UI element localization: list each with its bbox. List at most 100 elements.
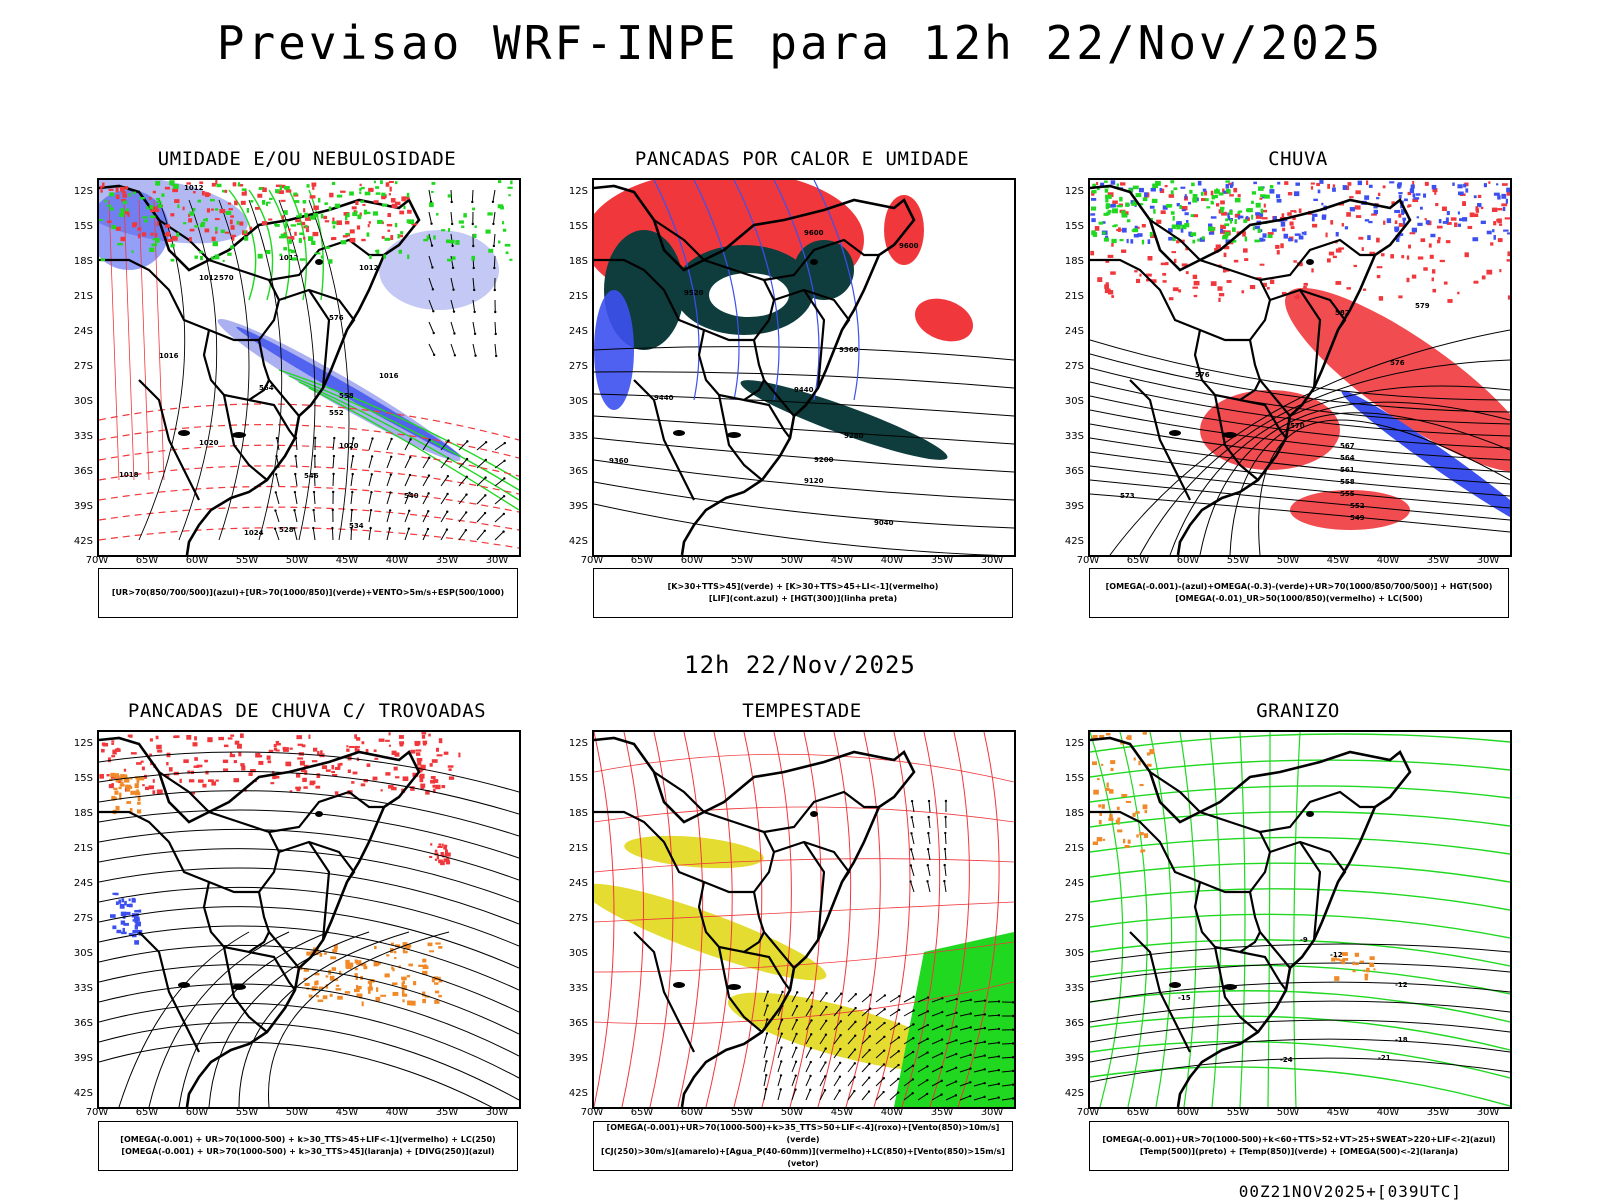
speckle — [1507, 251, 1510, 256]
speckle — [448, 194, 451, 197]
speckle — [149, 197, 152, 200]
speckle — [223, 260, 225, 262]
speckle — [322, 765, 327, 769]
speckle — [505, 244, 511, 247]
speckle — [107, 774, 110, 776]
wind-arrow — [351, 491, 353, 504]
speckle — [1178, 289, 1181, 292]
speckle — [132, 222, 137, 226]
speckle — [230, 245, 234, 249]
speckle — [137, 779, 140, 783]
speckle — [152, 790, 155, 794]
speckle — [394, 951, 396, 954]
speckle — [1484, 183, 1487, 187]
speckle — [208, 779, 214, 782]
speckle — [232, 237, 234, 241]
speckle — [385, 772, 390, 775]
lake — [1306, 259, 1314, 265]
speckle — [1194, 281, 1200, 285]
contour-line — [1090, 914, 1510, 938]
lat-label: 30S — [1054, 948, 1084, 959]
speckle — [418, 965, 423, 967]
speckle — [1399, 195, 1402, 199]
speckle — [239, 222, 243, 226]
legend-chuva: [OMEGA(-0.001)-(azul)+OMEGA(-0.3)-(verde… — [1089, 568, 1509, 618]
speckle — [116, 930, 121, 933]
speckle — [1105, 288, 1111, 293]
wind-arrow — [862, 1090, 870, 1100]
speckle — [1356, 215, 1361, 218]
speckle — [120, 237, 125, 241]
speckle — [1395, 229, 1399, 232]
speckle — [1465, 188, 1468, 192]
speckle — [1216, 244, 1221, 248]
speckle — [1270, 185, 1274, 188]
lake — [178, 982, 190, 988]
speckle — [136, 789, 138, 791]
speckle — [102, 183, 104, 188]
speckle — [1342, 952, 1348, 956]
speckle — [337, 996, 343, 1000]
speckle — [134, 917, 140, 921]
wind-arrow — [294, 473, 297, 486]
wind-arrow — [369, 509, 372, 522]
speckle — [1156, 220, 1161, 224]
wind-arrow — [928, 800, 930, 812]
speckle — [435, 785, 440, 789]
lon-label: 70W — [1073, 1107, 1103, 1118]
wind-arrow — [495, 530, 505, 540]
speckle — [369, 255, 371, 259]
speckle — [413, 981, 416, 985]
speckle — [1102, 231, 1105, 234]
speckle — [1457, 292, 1459, 295]
speckle — [1327, 184, 1330, 189]
lon-label: 60W — [1173, 555, 1203, 566]
speckle — [1174, 259, 1177, 263]
speckle — [1209, 232, 1214, 235]
speckle — [1219, 192, 1224, 195]
speckle — [120, 782, 123, 785]
lon-label: 60W — [1173, 1107, 1203, 1118]
wind-arrow — [387, 438, 393, 450]
contour-line — [99, 1042, 519, 1107]
speckle — [314, 981, 317, 985]
speckle — [1264, 195, 1270, 199]
speckle — [1369, 185, 1373, 188]
contour-label: -12 — [1330, 951, 1343, 959]
contour-line — [1090, 1042, 1510, 1078]
speckle — [1312, 224, 1317, 228]
wind-arrow — [429, 344, 435, 356]
speckle — [174, 199, 179, 203]
speckle — [285, 224, 287, 228]
speckle — [340, 191, 345, 193]
lat-label: 33S — [63, 983, 93, 994]
speckle — [399, 211, 404, 215]
panel-title-trovoadas: PANCADAS DE CHUVA C/ TROVOADAS — [87, 700, 527, 722]
speckle — [1093, 841, 1098, 845]
speckle — [1120, 182, 1125, 185]
speckle — [1425, 182, 1429, 186]
speckle — [1170, 180, 1174, 183]
speckle — [407, 193, 410, 197]
speckle — [1206, 206, 1210, 208]
wind-arrow — [294, 491, 297, 504]
speckle — [324, 953, 327, 955]
coastline — [99, 738, 419, 1107]
speckle — [100, 189, 102, 192]
speckle — [1482, 275, 1486, 279]
contour-label: -18 — [1395, 1036, 1408, 1044]
speckle — [383, 254, 386, 258]
contour-label: 1016 — [159, 352, 179, 360]
speckle — [149, 785, 154, 789]
speckle — [1280, 243, 1283, 248]
speckle — [149, 205, 153, 210]
speckle — [400, 231, 403, 234]
wind-arrow — [332, 491, 334, 504]
speckle — [116, 227, 121, 231]
speckle — [1225, 218, 1228, 221]
speckle — [1092, 190, 1097, 193]
speckle — [1192, 198, 1197, 203]
speckle — [429, 950, 434, 952]
speckle — [150, 738, 153, 741]
